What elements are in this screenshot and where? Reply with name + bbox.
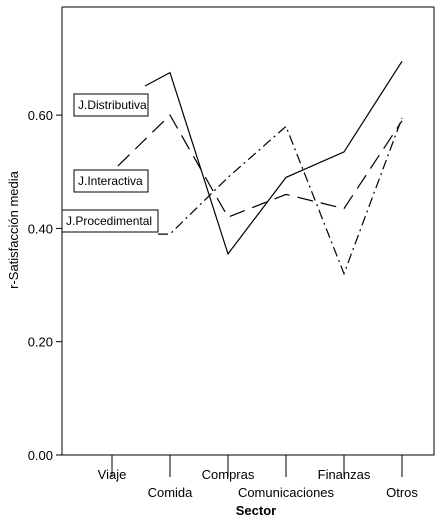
y-tick-label: 0.40	[28, 221, 53, 236]
series-lines	[117, 60, 403, 276]
x-tick-label: Comida	[148, 485, 194, 500]
series-label: J.Interactiva	[78, 174, 143, 188]
series-label-box	[73, 93, 149, 117]
series-label: J.Distributiva	[78, 98, 147, 112]
series-label-box	[61, 209, 159, 233]
y-tick-label: 0.60	[28, 108, 53, 123]
series-label: J.Procedimental	[66, 214, 152, 228]
series-line-j-distributiva	[144, 60, 403, 256]
y-axis-title: r-Satisfacción media	[6, 170, 21, 289]
y-axis-ticks: 0.00 0.20 0.40 0.60	[28, 108, 62, 463]
x-tick-label: Otros	[386, 485, 418, 500]
x-axis-title: Sector	[236, 503, 276, 518]
x-tick-label: Finanzas	[318, 467, 371, 482]
x-axis-ticks: Viaje Comida Compras Comunicaciones Finanzas…	[98, 455, 418, 500]
x-tick-label: Comunicaciones	[238, 485, 335, 500]
x-tick-label: Compras	[202, 467, 255, 482]
series-labels: J.Distributiva J.Interactiva J.Procediment…	[61, 93, 159, 233]
x-tick-label: Viaje	[98, 467, 127, 482]
series-line-j-procedimental	[158, 117, 403, 276]
y-tick-label: 0.20	[28, 335, 53, 350]
y-tick-label: 0.00	[28, 448, 53, 463]
series-label-box	[73, 169, 149, 193]
series-line-j-interactiva	[117, 114, 403, 218]
